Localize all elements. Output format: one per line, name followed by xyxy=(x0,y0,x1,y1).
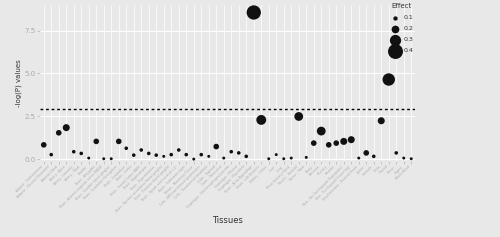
Point xyxy=(220,156,228,160)
Point xyxy=(122,146,130,150)
Point xyxy=(362,151,370,155)
Point xyxy=(378,119,386,123)
Point xyxy=(145,151,153,155)
Point xyxy=(407,157,415,161)
Point xyxy=(332,141,340,145)
Point xyxy=(160,155,168,158)
Point xyxy=(310,141,318,145)
Point xyxy=(40,143,48,147)
Point xyxy=(295,114,303,118)
X-axis label: Tissues: Tissues xyxy=(212,216,243,225)
Point xyxy=(92,140,100,143)
Point xyxy=(77,151,85,155)
Point xyxy=(250,11,258,14)
Point xyxy=(242,155,250,158)
Point xyxy=(152,153,160,157)
Point xyxy=(272,153,280,156)
Point xyxy=(47,153,56,156)
Point xyxy=(302,155,310,159)
Point xyxy=(317,129,325,133)
Point xyxy=(137,148,145,152)
Point xyxy=(175,148,183,152)
Point xyxy=(100,157,108,161)
Point xyxy=(325,143,333,147)
Point xyxy=(205,155,213,158)
Point xyxy=(197,153,205,156)
Point xyxy=(212,145,220,148)
Point xyxy=(257,118,265,122)
Point xyxy=(130,153,138,157)
Point xyxy=(400,156,408,160)
Point xyxy=(265,157,273,161)
Point xyxy=(355,156,363,160)
Point xyxy=(62,126,70,130)
Point xyxy=(287,156,295,160)
Point xyxy=(84,156,93,160)
Point xyxy=(392,151,400,155)
Point xyxy=(385,77,393,81)
Point xyxy=(182,153,190,156)
Point xyxy=(55,131,63,135)
Point xyxy=(115,140,123,143)
Point xyxy=(70,150,78,154)
Point xyxy=(340,140,348,143)
Y-axis label: -log(P) values: -log(P) values xyxy=(16,59,22,107)
Point xyxy=(280,157,288,161)
Point xyxy=(370,155,378,158)
Point xyxy=(347,138,355,141)
Point xyxy=(235,151,243,155)
Point xyxy=(167,153,175,156)
Point xyxy=(227,150,235,154)
Point xyxy=(190,157,198,161)
Point xyxy=(107,157,115,161)
Legend: 0.1, 0.2, 0.3, 0.4: 0.1, 0.2, 0.3, 0.4 xyxy=(387,2,415,55)
